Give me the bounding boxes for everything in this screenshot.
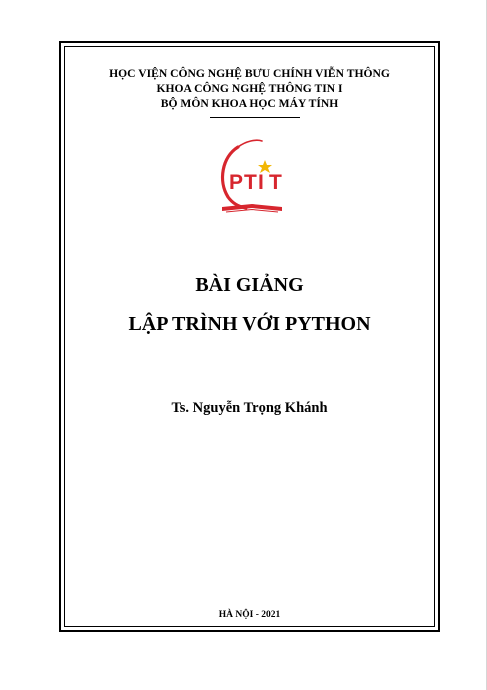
faculty-name: KHOA CÔNG NGHỆ THÔNG TIN I <box>156 82 343 95</box>
header-divider <box>210 117 300 118</box>
institution-name: HỌC VIỆN CÔNG NGHỆ BƯU CHÍNH VIỄN THÔNG <box>109 67 390 80</box>
svg-text:P: P <box>229 171 243 194</box>
ptit-logo-icon: P T I T <box>220 139 282 213</box>
svg-text:I: I <box>258 171 264 194</box>
place-and-year: HÀ NỘI - 2021 <box>218 610 281 620</box>
course-title: LẬP TRÌNH VỚI PYTHON <box>128 313 371 335</box>
outer-border-frame <box>59 41 440 632</box>
svg-text:T: T <box>269 171 282 194</box>
document-type-title: BÀI GIẢNG <box>195 274 304 296</box>
svg-text:T: T <box>244 171 257 194</box>
author-name: Ts. Nguyễn Trọng Khánh <box>171 400 328 416</box>
inner-border-frame <box>64 46 435 627</box>
department-name: BỘ MÔN KHOA HỌC MÁY TÍNH <box>160 97 339 110</box>
